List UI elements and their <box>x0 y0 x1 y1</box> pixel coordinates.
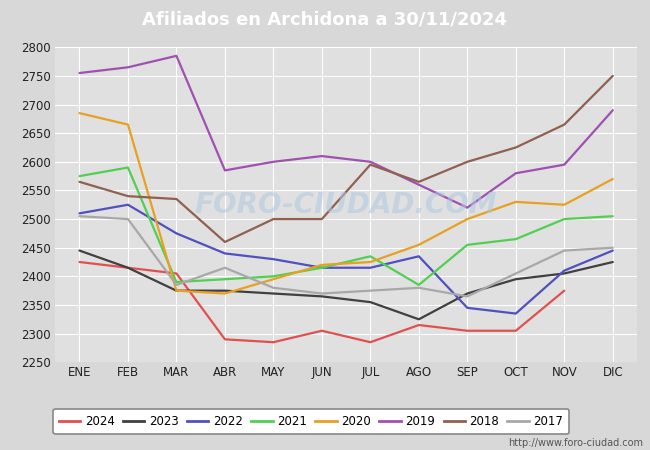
Legend: 2024, 2023, 2022, 2021, 2020, 2019, 2018, 2017: 2024, 2023, 2022, 2021, 2020, 2019, 2018… <box>53 409 569 434</box>
Text: FORO-CIUDAD.COM: FORO-CIUDAD.COM <box>195 191 497 219</box>
Text: http://www.foro-ciudad.com: http://www.foro-ciudad.com <box>508 438 644 448</box>
Text: Afiliados en Archidona a 30/11/2024: Afiliados en Archidona a 30/11/2024 <box>142 11 508 29</box>
